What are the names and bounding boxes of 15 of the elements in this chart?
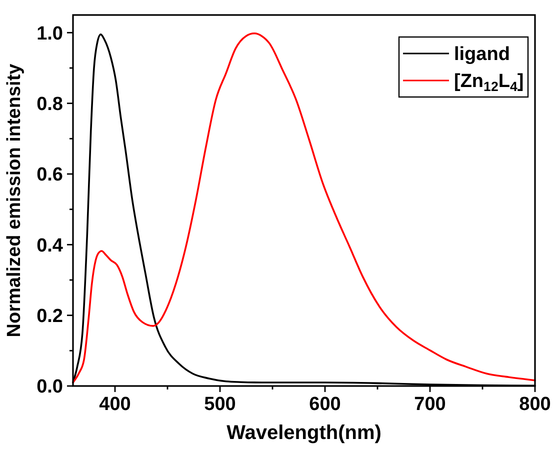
- y-tick-label: 0.0: [36, 376, 63, 398]
- y-tick-label: 0.8: [36, 94, 63, 115]
- x-tick-label: 500: [204, 394, 236, 415]
- y-tick-label: 0.4: [36, 235, 64, 256]
- x-tick-label: 400: [99, 394, 131, 415]
- y-tick-label: 1.0: [36, 23, 63, 44]
- y-axis-title: Normalized emission intensity: [4, 63, 25, 338]
- x-axis-title: Wavelength(nm): [226, 422, 382, 444]
- x-tick-label: 700: [414, 394, 446, 415]
- legend-label: [Zn$_{12}$L$_{4}$]: [454, 71, 524, 94]
- x-tick-label: 600: [309, 394, 341, 415]
- y-tick-label: 0.6: [36, 164, 63, 186]
- legend-label: ligand: [454, 44, 510, 66]
- y-tick-label: 0.2: [36, 306, 63, 327]
- x-tick-label: 800: [519, 394, 551, 415]
